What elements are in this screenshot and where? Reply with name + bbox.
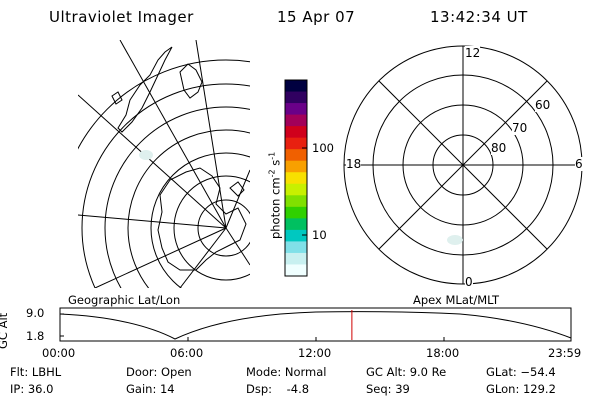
colorbar-segment: [285, 80, 307, 93]
colorbar-segment: [285, 137, 307, 150]
altitude-xtick-1200: 12:00: [298, 346, 332, 360]
mlat-label-60: 60: [535, 98, 551, 112]
colorbar-segment: [285, 149, 307, 162]
mlt-label-12: 12: [465, 46, 481, 60]
geo-map-caption: Geographic Lat/Lon: [68, 293, 181, 307]
colorbar-scale: [285, 80, 307, 277]
door-status: Door: Open: [126, 365, 192, 379]
colorbar-segment: [285, 183, 307, 196]
altitude-ytick-high: 9.0: [26, 306, 45, 320]
colorbar-segment: [285, 195, 307, 208]
ip-status: IP: 36.0: [10, 382, 54, 396]
mode-status: Mode: Normal: [246, 365, 327, 379]
colorbar-segment: [285, 218, 307, 231]
mlat-label-80: 80: [491, 141, 507, 155]
colorbar-segment: [285, 103, 307, 116]
gc-alt-status: GC Alt: 9.0 Re: [366, 365, 447, 379]
date-label: 15 Apr 07: [277, 8, 356, 26]
colorbar-tick-10: 10: [312, 228, 327, 242]
colorbar-segment: [285, 91, 307, 104]
colorbar-segment: [285, 114, 307, 127]
colorbar-segment: [285, 172, 307, 185]
mlt-label-18: 18: [346, 157, 362, 171]
colorbar-segment: [285, 206, 307, 219]
glon-status: GLon: 129.2: [486, 382, 556, 396]
altitude-curve: [59, 311, 572, 340]
filter-status: Flt: LBHL: [10, 365, 62, 379]
altitude-xtick-0000: 00:00: [42, 346, 76, 360]
colorbar-segment: [285, 126, 307, 139]
colorbar-tick-100: 100: [312, 141, 334, 155]
altitude-xtick-1800: 18:00: [426, 346, 460, 360]
time-label: 13:42:34 UT: [430, 8, 528, 26]
colorbar-segment: [285, 160, 307, 173]
gain-status: Gain: 14: [126, 382, 175, 396]
altitude-xtick-0600: 06:00: [170, 346, 204, 360]
altitude-ylabel: GC Alt: [0, 312, 10, 349]
mlt-map-caption: Apex MLat/MLT: [413, 293, 500, 307]
altitude-ytick-low: 1.8: [26, 329, 45, 343]
altitude-xtick-2359: 23:59: [548, 346, 582, 360]
mlt-label-0: 0: [465, 275, 473, 289]
colorbar-segment: [285, 264, 307, 277]
colorbar-segment: [285, 241, 307, 254]
glat-status: GLat: −54.4: [486, 365, 556, 379]
mlat-label-70: 70: [512, 121, 528, 135]
seq-status: Seq: 39: [366, 382, 410, 396]
mlt-label-6: 6: [575, 157, 583, 171]
instrument-title: Ultraviolet Imager: [49, 8, 194, 26]
colorbar-segment: [285, 229, 307, 242]
dsp-status: Dsp: -4.8: [246, 382, 310, 396]
colorbar-segment: [285, 252, 307, 265]
